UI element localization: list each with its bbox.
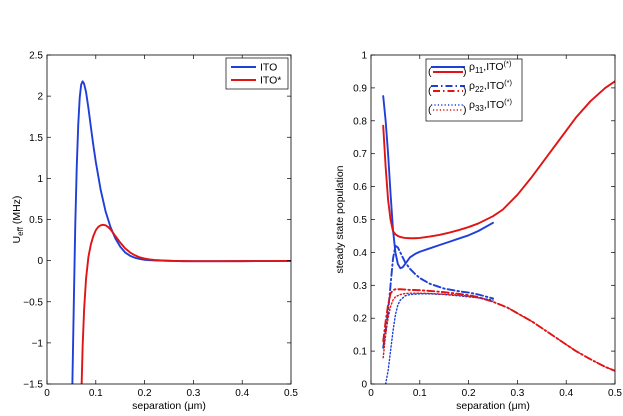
x-tick-label: 0.3 — [510, 388, 524, 399]
x-tick-label: 0.1 — [413, 388, 427, 399]
legend-label: ρ11,ITO(*) — [469, 59, 512, 75]
x-axis-label: separation (μm) — [132, 400, 206, 412]
legend-paren: ) — [463, 85, 467, 97]
series-group — [71, 80, 291, 384]
x-tick-label: 0.1 — [89, 388, 103, 399]
y-tick-label: 2.5 — [29, 51, 43, 62]
series-line-4 — [384, 293, 494, 384]
x-tick-label: 0.5 — [608, 388, 622, 399]
y-tick-label: 0.7 — [353, 149, 367, 160]
y-tick-label: 0.2 — [353, 314, 367, 325]
y-tick-label: −1.5 — [23, 380, 43, 391]
y-tick-label: 0.3 — [353, 281, 367, 292]
series-line-1 — [382, 80, 615, 240]
x-tick-label: 0.4 — [559, 388, 573, 399]
legend-paren: ( — [428, 85, 432, 97]
series-group — [382, 80, 615, 384]
y-tick-label: 0.9 — [353, 83, 367, 94]
x-tick-label: 0 — [368, 388, 374, 399]
legend-label: ITO* — [260, 75, 281, 87]
y-tick-label: 0.1 — [353, 347, 367, 358]
x-tick-label: 0.4 — [235, 388, 249, 399]
legend-label: ρ22,ITO(*) — [469, 78, 513, 94]
legend-paren: ) — [463, 104, 467, 116]
series-line-1 — [80, 223, 291, 384]
y-tick-label: 0.4 — [353, 248, 367, 259]
series-line-0 — [382, 95, 494, 270]
legend: () ρ11,ITO(*)() ρ22,ITO(*)() ρ33,ITO(*) — [425, 58, 523, 122]
y-tick-label: 0.5 — [29, 215, 43, 226]
y-tick-label: 0.6 — [353, 182, 367, 193]
y-axis-label: Ueff (MHz) — [11, 196, 25, 244]
series-line-2 — [382, 244, 494, 349]
legend-paren: ) — [463, 66, 467, 78]
y-tick-label: 0.8 — [353, 116, 367, 127]
y-tick-label: 2 — [37, 92, 43, 103]
legend-paren: ( — [428, 66, 432, 78]
x-tick-label: 0.2 — [138, 388, 152, 399]
chart-population: 0 0.1 0.2 0.3 0.4 0.5 0 0.1 0.2 0.3 0.4 0.5 0.6 0.7 0.… — [334, 51, 622, 413]
y-tick-label: −1 — [32, 338, 44, 349]
x-tick-label: 0.3 — [186, 388, 200, 399]
legend-label: ITO — [260, 62, 277, 74]
y-tick-label: −0.5 — [23, 297, 43, 308]
y-tick-label: 0 — [361, 380, 367, 391]
y-tick-label: 1 — [37, 174, 43, 185]
y-tick-label: 1.5 — [29, 133, 43, 144]
x-tick-label: 0 — [44, 388, 50, 399]
y-tick-label: 0 — [37, 256, 43, 267]
y-tick-label: 1 — [361, 51, 367, 62]
y-tick-label: 0.5 — [353, 215, 367, 226]
series-line-5 — [382, 292, 615, 372]
chart-potential: 0 0.1 0.2 0.3 0.4 0.5 −1.5 −1 −0.5 0 0.5 1 1.5 2 2.5 se… — [11, 51, 298, 413]
y-axis-label: steady state population — [334, 165, 346, 273]
legend-label: ρ33,ITO(*) — [469, 97, 513, 113]
x-tick-label: 0.5 — [284, 388, 298, 399]
x-axis-label: separation (μm) — [456, 400, 530, 412]
legend-paren: ( — [428, 104, 432, 116]
x-tick-label: 0.2 — [462, 388, 476, 399]
